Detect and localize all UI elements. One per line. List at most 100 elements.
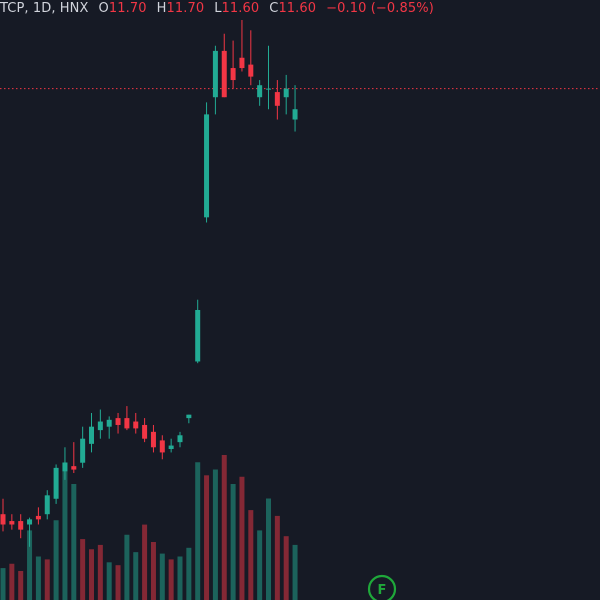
open-value: 11.70 (108, 0, 147, 16)
candle (168, 438, 174, 453)
high-value: 11.70 (166, 0, 205, 16)
volume-bar (9, 563, 15, 600)
earnings-flag-label: F (378, 583, 387, 598)
volume-bar (257, 530, 263, 600)
candle-body (142, 424, 148, 439)
volume-bar (283, 536, 289, 600)
volume-bar (44, 559, 50, 600)
candle-body (266, 88, 271, 90)
candle (124, 406, 130, 431)
candle (266, 45, 271, 110)
candle (0, 498, 6, 532)
candle-body (283, 88, 289, 98)
volume-bar (274, 515, 280, 600)
candle (292, 85, 298, 132)
symbol-label: TCP, 1D, HNX (0, 0, 89, 16)
candle-body (195, 310, 201, 362)
low-label: L (214, 0, 222, 16)
candle (44, 490, 50, 520)
candle (230, 40, 236, 89)
volume-bar (292, 544, 298, 600)
low-value: 11.60 (221, 0, 260, 16)
candle-body (168, 445, 174, 449)
volume-bar (177, 556, 183, 600)
candle (18, 514, 24, 539)
close-label: C (269, 0, 279, 16)
candle (9, 514, 15, 530)
candle (89, 412, 94, 453)
candle-body (71, 466, 77, 470)
candle (186, 414, 192, 424)
candle (248, 30, 254, 86)
volume-bar (248, 510, 254, 600)
candle-body (106, 419, 112, 427)
candle-body (115, 418, 121, 425)
volume-bar (53, 520, 59, 600)
candle (80, 426, 86, 468)
candle-body (292, 109, 298, 120)
volume-bar (71, 484, 77, 600)
volume-bar (89, 549, 94, 600)
volume-bar (195, 462, 201, 600)
volume-bar (0, 568, 6, 600)
candle-body (53, 467, 59, 499)
candle-body (150, 431, 156, 448)
candle-body (124, 418, 130, 429)
candle-body (204, 114, 210, 218)
volume-bar (186, 547, 192, 600)
candle-body (27, 519, 33, 525)
candle-layer (0, 20, 298, 547)
candle-body (44, 495, 50, 515)
volume-bar (150, 542, 156, 600)
candle (106, 416, 112, 439)
volume-bar (168, 559, 174, 600)
candle-body (0, 514, 6, 525)
candle-body (35, 515, 41, 520)
candle-body (18, 521, 24, 530)
volume-bar (159, 553, 165, 600)
volume-bar (124, 534, 130, 600)
candle (274, 80, 280, 120)
candle (212, 45, 218, 115)
candle-body (212, 50, 218, 98)
volume-bar (133, 552, 139, 600)
candle-body (80, 438, 86, 463)
candle (177, 431, 183, 448)
volume-bar (142, 524, 148, 600)
candle-body (159, 440, 165, 453)
volume-bar (115, 565, 121, 600)
close-value: 11.60 (278, 0, 317, 16)
candle-body (274, 92, 280, 106)
candle (115, 412, 121, 434)
candle-body (62, 462, 68, 472)
candle (150, 424, 156, 453)
candle (62, 447, 68, 480)
volume-bar (106, 562, 112, 600)
volume-layer (0, 455, 298, 600)
candle-body (221, 50, 227, 98)
open-label: O (98, 0, 109, 16)
candle-body (89, 426, 94, 444)
candle-body (97, 421, 103, 431)
candle (53, 464, 59, 504)
candle-body (177, 435, 183, 443)
change-value: −0.10 (−0.85%) (326, 0, 434, 16)
volume-bar (239, 476, 245, 600)
candle (239, 20, 245, 72)
volume-bar (221, 455, 227, 600)
volume-bar (204, 475, 210, 600)
volume-bar (97, 544, 103, 600)
earnings-flag-icon[interactable]: F (367, 574, 397, 600)
candle (97, 409, 103, 439)
candle-body (239, 57, 245, 69)
candle (142, 418, 148, 443)
volume-bar (212, 469, 218, 600)
candle-body (257, 85, 263, 98)
candle (283, 74, 289, 115)
candle-body (9, 521, 15, 525)
candle (27, 517, 33, 547)
candle (221, 33, 227, 98)
volume-bar (18, 571, 24, 600)
